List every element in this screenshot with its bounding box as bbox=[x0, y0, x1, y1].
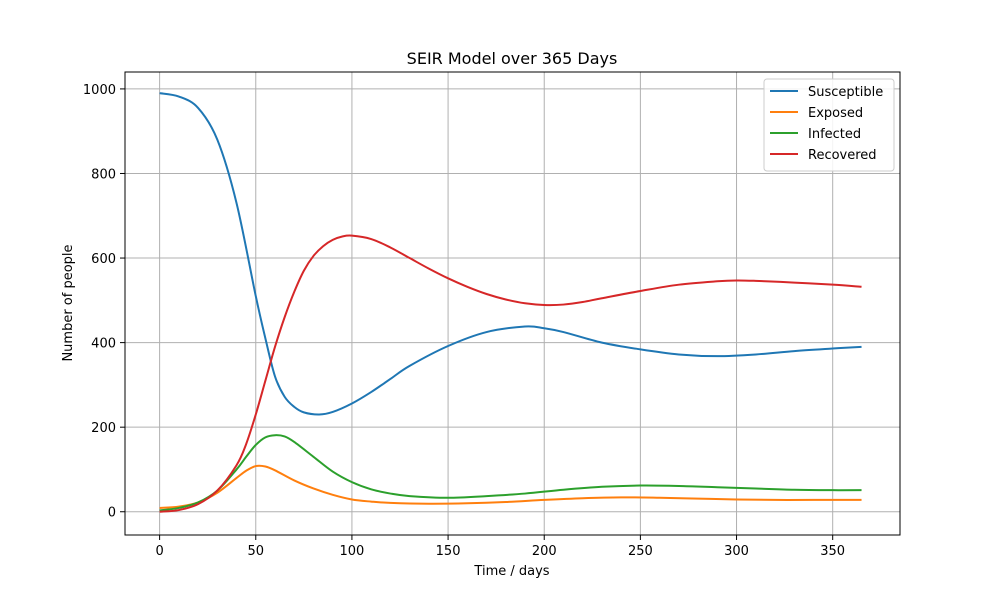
y-tick-label: 400 bbox=[91, 337, 116, 352]
legend-label-recovered: Recovered bbox=[808, 148, 877, 163]
x-tick-label: 50 bbox=[247, 544, 264, 559]
x-tick-label: 0 bbox=[155, 544, 163, 559]
chart-title: SEIR Model over 365 Days bbox=[407, 49, 618, 68]
y-axis-label: Number of people bbox=[61, 244, 76, 361]
x-tick-label: 350 bbox=[820, 544, 845, 559]
plot-frame bbox=[124, 71, 901, 536]
x-tick-label: 250 bbox=[628, 544, 653, 559]
series-line-exposed bbox=[159, 464, 862, 509]
series-line-infected bbox=[159, 434, 862, 512]
legend-label-exposed: Exposed bbox=[808, 106, 863, 121]
y-tick-label: 800 bbox=[91, 167, 116, 182]
x-tick-label: 200 bbox=[532, 544, 557, 559]
legend-box bbox=[763, 78, 895, 172]
series-line-recovered bbox=[159, 234, 862, 513]
y-tick-label: 0 bbox=[108, 506, 116, 521]
x-tick-label: 150 bbox=[436, 544, 461, 559]
x-tick-label: 300 bbox=[724, 544, 749, 559]
legend-label-susceptible: Susceptible bbox=[808, 85, 883, 100]
series-line-susceptible bbox=[159, 92, 862, 416]
legend: Susceptible Exposed Infected Recovered bbox=[763, 78, 895, 172]
x-tick-label: 100 bbox=[340, 544, 365, 559]
series-layer bbox=[159, 92, 862, 513]
ticks: 0 50 100 150 200 250 300 350 0 200 400 600 800 1000 bbox=[83, 83, 845, 559]
y-tick-label: 600 bbox=[91, 252, 116, 267]
y-tick-label: 1000 bbox=[83, 83, 116, 98]
x-axis-label: Time / days bbox=[473, 564, 549, 579]
legend-label-infected: Infected bbox=[808, 127, 861, 142]
y-tick-label: 200 bbox=[91, 421, 116, 436]
